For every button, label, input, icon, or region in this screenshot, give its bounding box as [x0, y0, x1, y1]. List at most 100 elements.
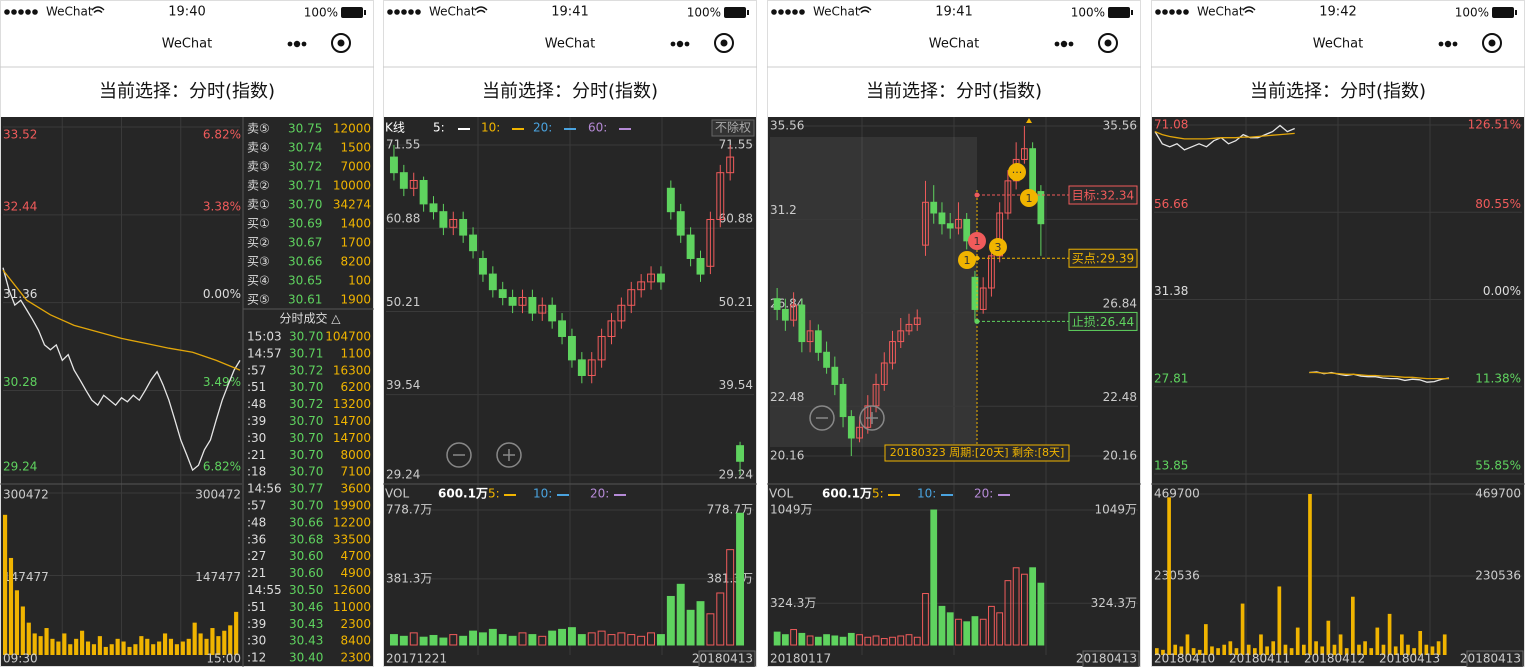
- annotation-dot: [974, 318, 980, 324]
- volume-label: 230536: [1475, 568, 1521, 582]
- signal-label: 1: [974, 235, 981, 248]
- candle-body: [419, 179, 428, 205]
- volume-bar: [1234, 648, 1239, 655]
- volume-label: 300472: [195, 488, 241, 502]
- trade-time: :51: [247, 380, 266, 394]
- selection-title: 当前选择：分时(指数): [99, 81, 275, 102]
- book-price: 30.75: [288, 122, 322, 136]
- volume-bar: [488, 628, 497, 646]
- more-icon: [684, 41, 690, 47]
- trade-time: :27: [247, 549, 266, 563]
- volume-bar: [115, 638, 120, 655]
- price-label: 71.55: [719, 138, 753, 152]
- signal-dot: [25, 9, 31, 15]
- signal-dot: [18, 9, 24, 15]
- trade-volume: 12600: [333, 583, 371, 597]
- trade-price: 30.72: [289, 363, 323, 377]
- candle-body: [872, 383, 880, 407]
- volume-bar: [85, 641, 91, 655]
- candle-body: [716, 172, 725, 220]
- book-side: 卖③: [247, 160, 270, 174]
- volume-bar: [1204, 624, 1208, 655]
- volume-label: 147477: [3, 570, 49, 584]
- close-icon-dot: [1488, 39, 1496, 47]
- price-label: 22.48: [1103, 390, 1137, 404]
- volume-bar: [38, 636, 43, 655]
- volume-bar: [1369, 648, 1374, 655]
- average-line: [2, 269, 241, 371]
- signal-dot: [11, 9, 17, 15]
- candle-body: [508, 296, 517, 306]
- trades-title: 分时成交 △: [279, 311, 341, 326]
- volume-bar: [1277, 586, 1282, 655]
- volume-bar: [1314, 641, 1318, 655]
- trade-volume: 4700: [340, 549, 371, 563]
- volume-bar: [50, 638, 55, 655]
- more-icon: [1054, 41, 1060, 47]
- volume-bar: [498, 634, 507, 646]
- volume-label: 778.7万: [386, 503, 432, 517]
- volume-bar: [204, 638, 209, 655]
- volume-bar: [528, 634, 537, 646]
- signal-dot: [408, 9, 414, 15]
- volume-bar: [121, 641, 126, 655]
- book-side: 卖④: [247, 141, 270, 155]
- candle-body: [607, 320, 616, 337]
- trade-time: :12: [247, 651, 266, 665]
- volume-bar: [1351, 596, 1355, 655]
- volume-bar: [133, 644, 138, 655]
- volume-bar: [1338, 634, 1343, 655]
- battery-tip: [747, 10, 749, 15]
- volume-bar: [1387, 613, 1392, 655]
- volume-bar: [1228, 641, 1233, 655]
- candle-body: [1037, 191, 1045, 225]
- volume-bar: [930, 509, 938, 646]
- status-time: 19:41: [551, 5, 588, 20]
- status-time: 19:41: [935, 5, 972, 20]
- battery-icon: [724, 7, 746, 18]
- date-label: 20180413: [1076, 652, 1137, 666]
- volume-bar: [459, 635, 468, 646]
- volume-bar: [180, 641, 185, 655]
- signal-dot: [771, 9, 777, 15]
- volume-bar: [508, 635, 517, 646]
- candle-body: [389, 156, 398, 174]
- date-label: 20180413: [1379, 652, 1440, 666]
- book-price: 30.74: [288, 141, 322, 155]
- annotation-tag: [1068, 185, 1138, 205]
- price-label: 20.16: [1103, 449, 1137, 463]
- volume-bar: [1357, 644, 1361, 655]
- volume-bar: [587, 632, 596, 646]
- volume-bar: [1253, 648, 1257, 655]
- book-side: 买⑤: [247, 293, 270, 307]
- nav-title: WeChat: [929, 37, 979, 52]
- volume-bar: [56, 641, 61, 655]
- volume-bar: [80, 630, 85, 655]
- candle-body: [988, 255, 995, 289]
- volume-bar: [889, 636, 896, 646]
- volume-bar: [1430, 646, 1435, 655]
- more-icon: [301, 41, 307, 47]
- volume-label: 469700: [1154, 487, 1200, 501]
- pct-label: 3.38%: [203, 199, 241, 213]
- book-volume: 12000: [333, 122, 371, 136]
- book-price: 30.69: [288, 217, 322, 231]
- trade-price: 30.72: [289, 397, 323, 411]
- volume-bar: [736, 512, 745, 646]
- status-time: 19:40: [168, 5, 205, 20]
- book-volume: 1700: [340, 236, 371, 250]
- price-label: 27.81: [1154, 371, 1188, 385]
- candle-body: [773, 298, 781, 310]
- date-label: 20180412: [1304, 652, 1365, 666]
- price-label: 39.54: [386, 378, 420, 392]
- candle-body: [409, 179, 418, 189]
- volume-bar: [1197, 649, 1202, 655]
- trade-price: 30.50: [289, 583, 323, 597]
- trade-volume: 3600: [340, 482, 371, 496]
- trade-time: 14:56: [247, 482, 282, 496]
- volume-bar: [1363, 641, 1367, 655]
- volume-bar: [1029, 567, 1037, 646]
- candle-body: [567, 335, 576, 361]
- book-side: 卖②: [247, 179, 270, 193]
- signal-marker: [989, 238, 1007, 256]
